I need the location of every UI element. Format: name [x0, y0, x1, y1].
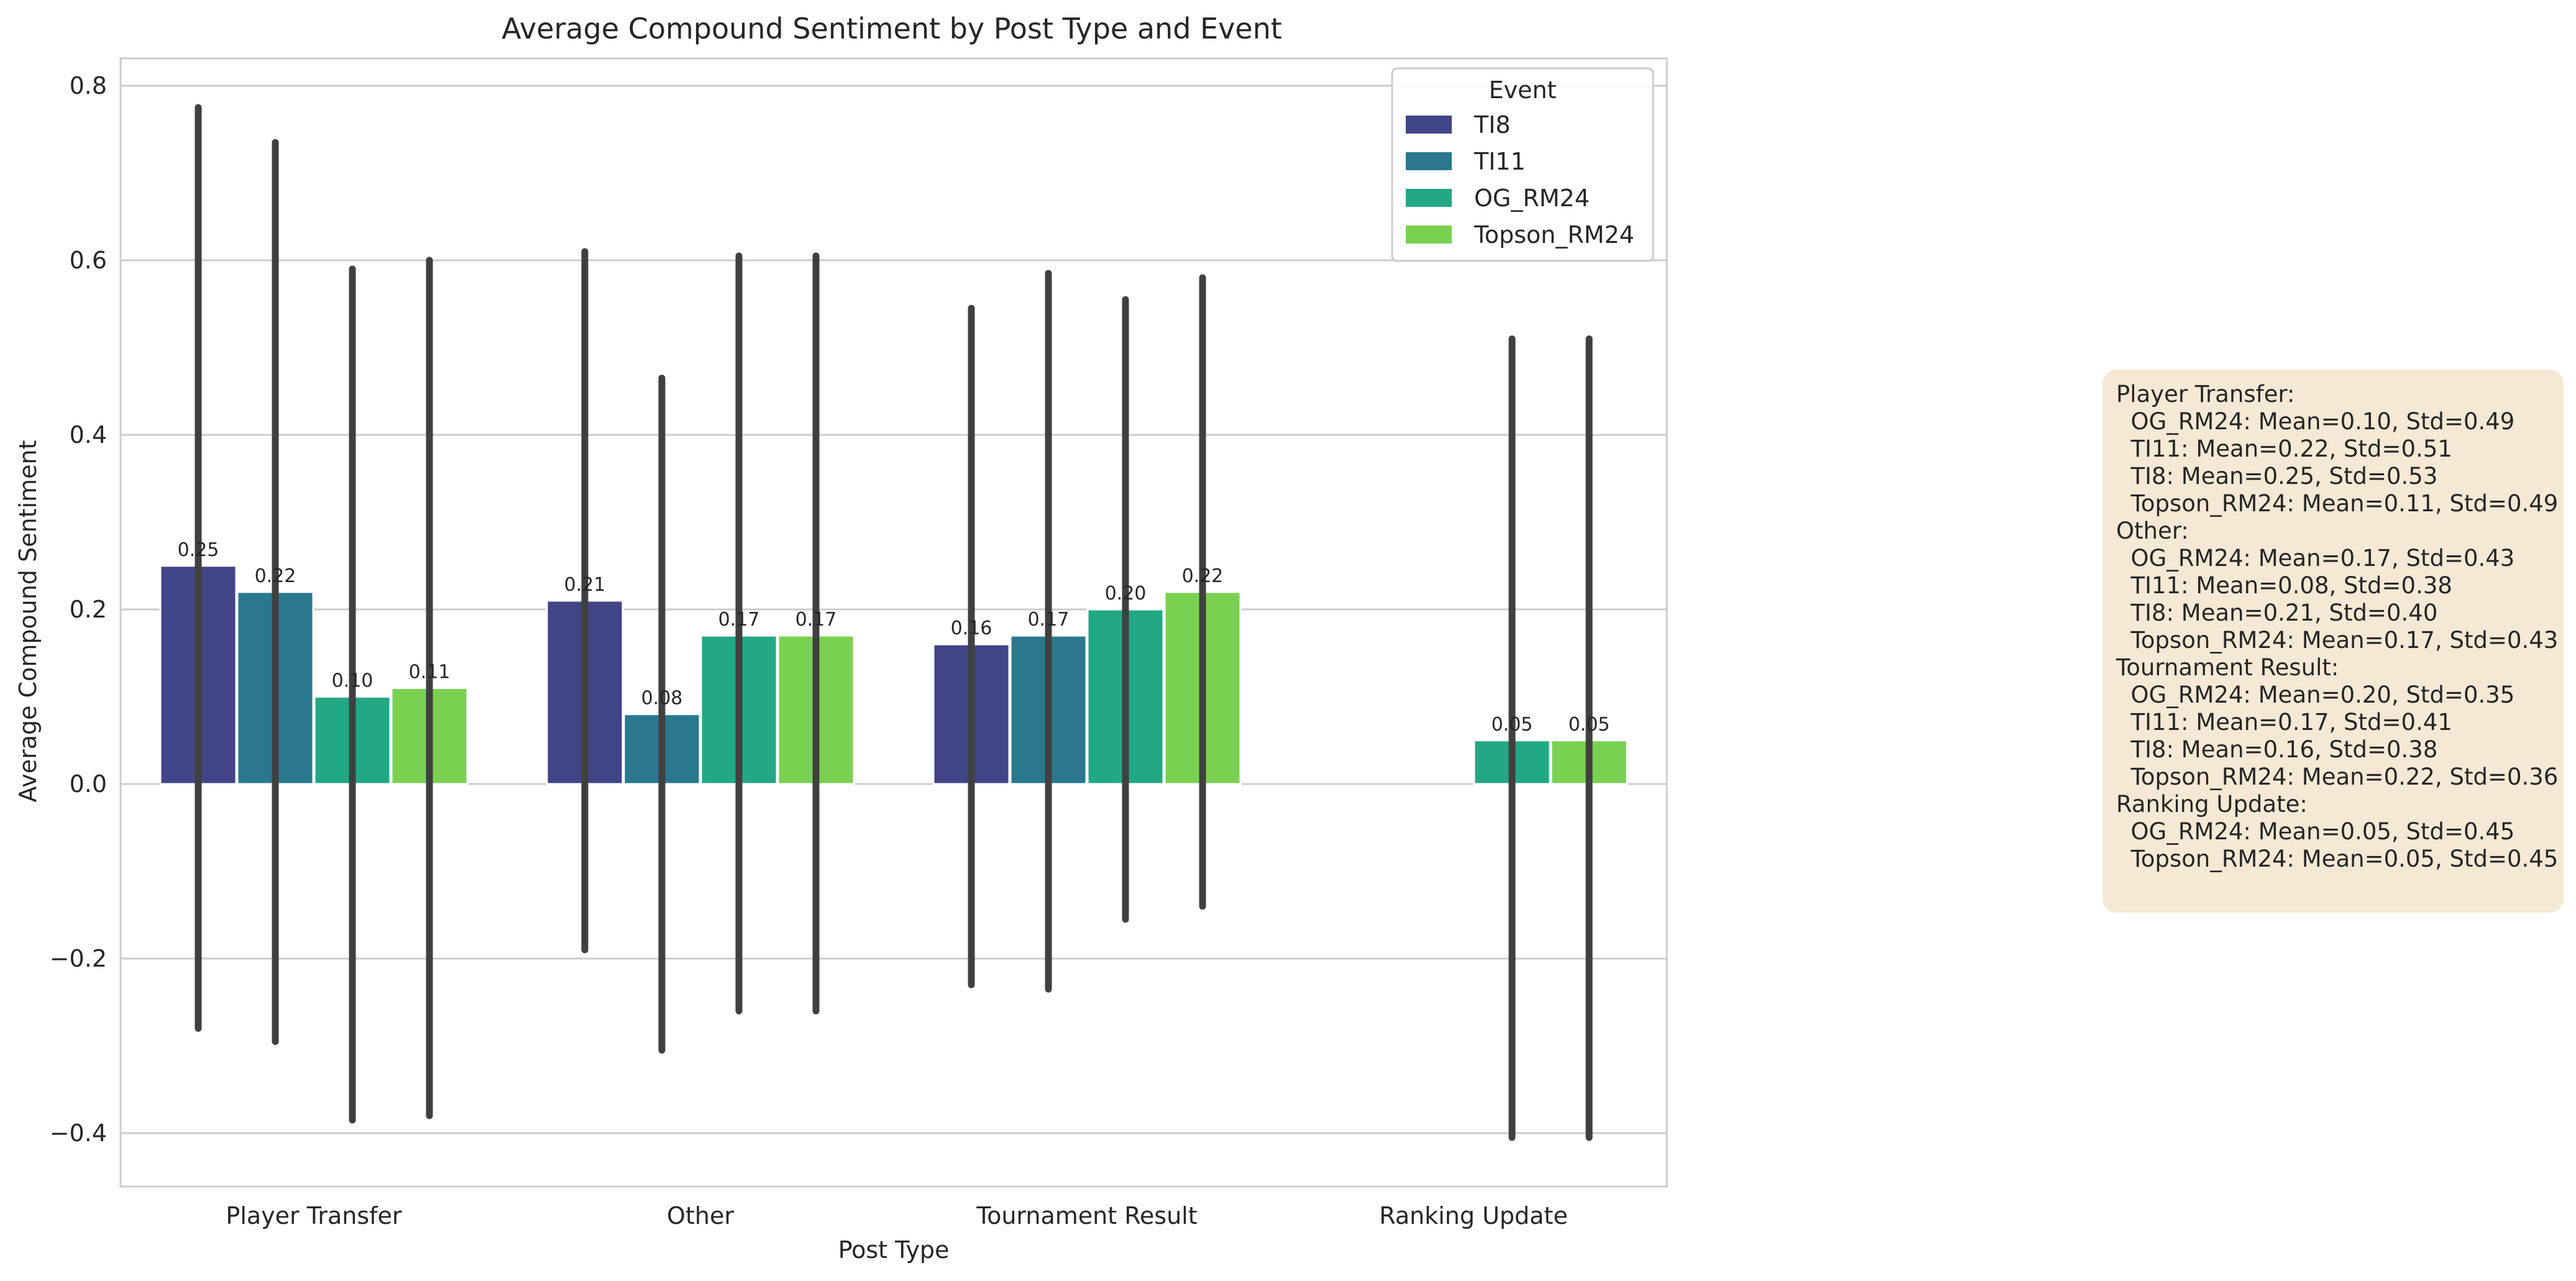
legend-title: Event	[1489, 76, 1557, 104]
x-axis-label: Post Type	[838, 1236, 950, 1264]
stats-line: TI8: Mean=0.16, Std=0.38	[2116, 736, 2438, 763]
legend-swatch	[1406, 189, 1452, 207]
stats-line: TI11: Mean=0.17, Std=0.41	[2116, 709, 2452, 736]
legend-swatch	[1406, 152, 1452, 170]
y-tick-label: 0.8	[70, 72, 107, 99]
legend-frame	[1391, 67, 1654, 262]
y-tick-label: −0.4	[50, 1119, 107, 1147]
stats-line: OG_RM24: Mean=0.10, Std=0.49	[2116, 408, 2515, 435]
stats-line: Topson_RM24: Mean=0.05, Std=0.45	[2116, 846, 2559, 872]
stats-line: TI8: Mean=0.25, Std=0.53	[2116, 463, 2438, 490]
plot-area: 0.25 0.22 0.10 0.11 0.21 0.08 0.17 0.17 0.16 0.17…	[159, 104, 1628, 1141]
stats-line: Topson_RM24: Mean=0.11, Std=0.49	[2116, 490, 2559, 517]
value-label: 0.25	[178, 539, 219, 561]
value-label: 0.17	[718, 609, 760, 631]
x-tick-label: Player Transfer	[226, 1202, 402, 1229]
stats-line: TI11: Mean=0.08, Std=0.38	[2116, 572, 2452, 599]
y-tick-label: 0.2	[70, 596, 107, 623]
y-tick-label: 0.6	[70, 247, 107, 274]
legend-swatch	[1406, 226, 1452, 244]
value-label: 0.08	[641, 688, 683, 709]
y-tick-label: 0.0	[70, 770, 107, 798]
stats-line: Tournament Result:	[2116, 654, 2339, 681]
stats-line: Ranking Update:	[2116, 791, 2308, 818]
value-label: 0.11	[409, 661, 451, 683]
stats-line: Topson_RM24: Mean=0.17, Std=0.43	[2116, 627, 2559, 654]
value-label: 0.05	[1569, 714, 1610, 736]
stats-line: OG_RM24: Mean=0.20, Std=0.35	[2116, 682, 2515, 708]
plot-frame	[119, 57, 1668, 1188]
x-tick-label: Tournament Result	[976, 1202, 1197, 1229]
axes: −0.4 −0.2 0.0 0.2 0.4 0.6 0.8 Player Transfer Ot…	[50, 72, 1568, 1229]
value-label: 0.22	[1182, 565, 1224, 587]
stats-line: OG_RM24: Mean=0.17, Std=0.43	[2116, 545, 2515, 572]
value-label: 0.17	[1028, 609, 1070, 631]
y-axis-label: Average Compound Sentiment	[14, 440, 42, 802]
stats-line: Other:	[2116, 517, 2189, 544]
legend: Event TI8 TI11 OG_RM24 Topson_RM24	[1391, 67, 1654, 262]
legend-label: OG_RM24	[1474, 185, 1590, 212]
statistics-box: Player Transfer: OG_RM24: Mean=0.10, Std…	[2102, 370, 2564, 913]
x-tick-label: Other	[667, 1202, 734, 1229]
stats-line: Topson_RM24: Mean=0.22, Std=0.36	[2116, 764, 2559, 790]
y-tick-label: 0.4	[70, 421, 107, 449]
value-label: 0.05	[1492, 714, 1533, 736]
value-label: 0.22	[255, 565, 296, 587]
value-label: 0.20	[1105, 583, 1147, 604]
stats-line: TI8: Mean=0.21, Std=0.40	[2116, 599, 2438, 626]
x-tick-label: Ranking Update	[1379, 1202, 1567, 1229]
legend-label: TI11	[1474, 148, 1526, 175]
value-label: 0.17	[795, 609, 837, 631]
stats-line: TI11: Mean=0.22, Std=0.51	[2116, 435, 2452, 462]
value-label: 0.10	[332, 670, 374, 692]
chart-title: Average Compound Sentiment by Post Type …	[502, 12, 1282, 45]
legend-swatch	[1406, 116, 1452, 134]
value-label: 0.16	[951, 618, 992, 639]
legend-label: Topson_RM24	[1474, 221, 1634, 248]
value-label: 0.21	[564, 574, 606, 596]
stats-line: Player Transfer:	[2116, 381, 2295, 408]
y-tick-label: −0.2	[50, 945, 107, 972]
legend-label: TI8	[1474, 111, 1511, 139]
stats-line: OG_RM24: Mean=0.05, Std=0.45	[2116, 818, 2515, 845]
